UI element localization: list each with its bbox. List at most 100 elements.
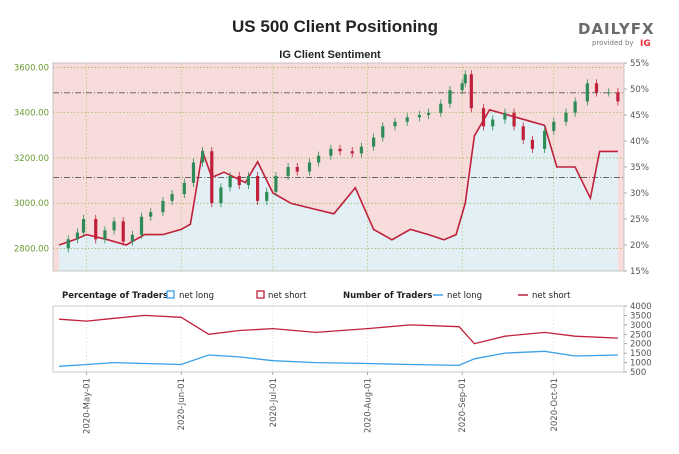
candle <box>228 171 232 192</box>
net-long-area <box>59 109 618 271</box>
y-left-tick-label: 3200.00 <box>14 154 49 164</box>
candle <box>594 79 599 97</box>
lower-y-tick-label: 3000 <box>630 321 652 331</box>
candle <box>149 208 153 221</box>
y-left-tick-label: 3600.00 <box>14 64 49 74</box>
brand-ig: IG <box>640 39 651 49</box>
candle <box>491 115 495 131</box>
lower-y-tick-label: 500 <box>630 368 646 378</box>
y-right-tick-label: 25% <box>630 215 649 225</box>
lower-y-tick-label: 3500 <box>630 311 652 321</box>
candle <box>191 158 196 187</box>
candle <box>329 144 333 160</box>
candle <box>201 147 205 167</box>
candle <box>307 158 312 176</box>
lower-y-tick-label: 2500 <box>630 330 652 340</box>
candle <box>426 108 431 120</box>
candle <box>338 144 342 156</box>
candle <box>512 108 516 131</box>
lower-y-tick-label: 1000 <box>630 359 652 369</box>
x-tick-label: 2020-Oct-01 <box>550 378 560 432</box>
candle <box>265 187 269 205</box>
candle <box>75 228 80 244</box>
candle <box>246 171 251 190</box>
legend-pct-long-swatch <box>166 290 175 299</box>
y-right-tick-label: 50% <box>630 85 649 95</box>
x-tick-label: 2020-Aug-01 <box>364 378 374 433</box>
candle <box>81 214 86 237</box>
y-right-tick-label: 15% <box>630 267 649 277</box>
legend-num-short: net short <box>532 291 571 301</box>
series-net-long-line <box>59 350 618 367</box>
y-left-tick-label: 3400.00 <box>14 109 49 119</box>
candle <box>564 108 568 126</box>
candle <box>170 190 174 205</box>
legend-pct-long: net long <box>179 291 214 301</box>
candle <box>274 171 278 196</box>
candle <box>350 147 354 158</box>
candle <box>530 135 534 153</box>
candle <box>295 162 299 176</box>
legend-num-long: net long <box>447 291 482 301</box>
candle <box>112 217 116 235</box>
candle <box>66 235 70 253</box>
y-right-tick-label: 45% <box>630 111 649 121</box>
candle <box>543 126 547 153</box>
y-left-tick-label: 2800.00 <box>14 244 49 254</box>
y-right-tick-label: 30% <box>630 189 649 199</box>
upper-chart: 2800.00 3000.00 3200.00 3400.00 3600.00 15% 2… <box>14 59 649 277</box>
candle <box>460 79 464 95</box>
candle <box>503 108 507 124</box>
lower-legend: Percentage of Traders net long net short… <box>62 290 571 301</box>
candle <box>182 178 186 199</box>
y-left-tick-label: 3000.00 <box>14 199 49 209</box>
candle <box>286 162 290 181</box>
candle <box>103 226 107 244</box>
lower-plot-area <box>53 306 624 372</box>
legend-pct-short-swatch <box>256 290 265 299</box>
x-tick-label: 2020-May-01 <box>83 378 93 434</box>
candle <box>417 110 422 122</box>
candle <box>121 217 125 246</box>
candle <box>585 79 589 106</box>
candle <box>573 97 577 117</box>
candle <box>94 214 98 244</box>
candle <box>237 171 241 190</box>
series-net-short-line <box>59 314 618 345</box>
dailyfx-logo: DAILYFX provided by IG <box>578 20 655 49</box>
candle <box>219 183 223 208</box>
candle <box>139 212 144 239</box>
candle <box>317 151 321 167</box>
lower-plot-border <box>52 305 625 373</box>
candle <box>521 122 525 144</box>
candle <box>405 113 409 126</box>
legend-pct-short: net short <box>268 291 307 301</box>
candle <box>448 86 452 108</box>
y-right-tick-label: 35% <box>630 163 649 173</box>
brand-name: DAILYFX <box>578 20 655 38</box>
y-right-tick-label: 20% <box>630 241 649 251</box>
candle <box>552 117 556 135</box>
legend-pct-title: Percentage of Traders <box>62 291 168 301</box>
lower-y-tick-label: 1500 <box>630 349 652 359</box>
x-tick-label: 2020-Sep-01 <box>458 378 468 433</box>
candle <box>616 88 620 106</box>
brand-provided-by: provided by <box>592 39 634 47</box>
candle <box>607 88 611 97</box>
x-tick-label: 2020-Jun-01 <box>177 378 187 430</box>
candle <box>439 99 443 117</box>
candle <box>393 117 397 131</box>
x-tick-label: 2020-Jul-01 <box>269 378 279 427</box>
candle <box>255 171 260 205</box>
upper-chart-title: IG Client Sentiment <box>279 49 381 61</box>
y-right-tick-label: 40% <box>630 137 649 147</box>
candle <box>463 70 467 88</box>
y-right-tick-label: 55% <box>630 59 649 69</box>
legend-num-title: Number of Traders <box>343 291 432 301</box>
candle <box>469 70 473 113</box>
sentiment-line <box>58 108 618 246</box>
lower-y-tick-label: 2000 <box>630 340 652 350</box>
candle <box>210 147 214 208</box>
candle <box>161 196 165 217</box>
